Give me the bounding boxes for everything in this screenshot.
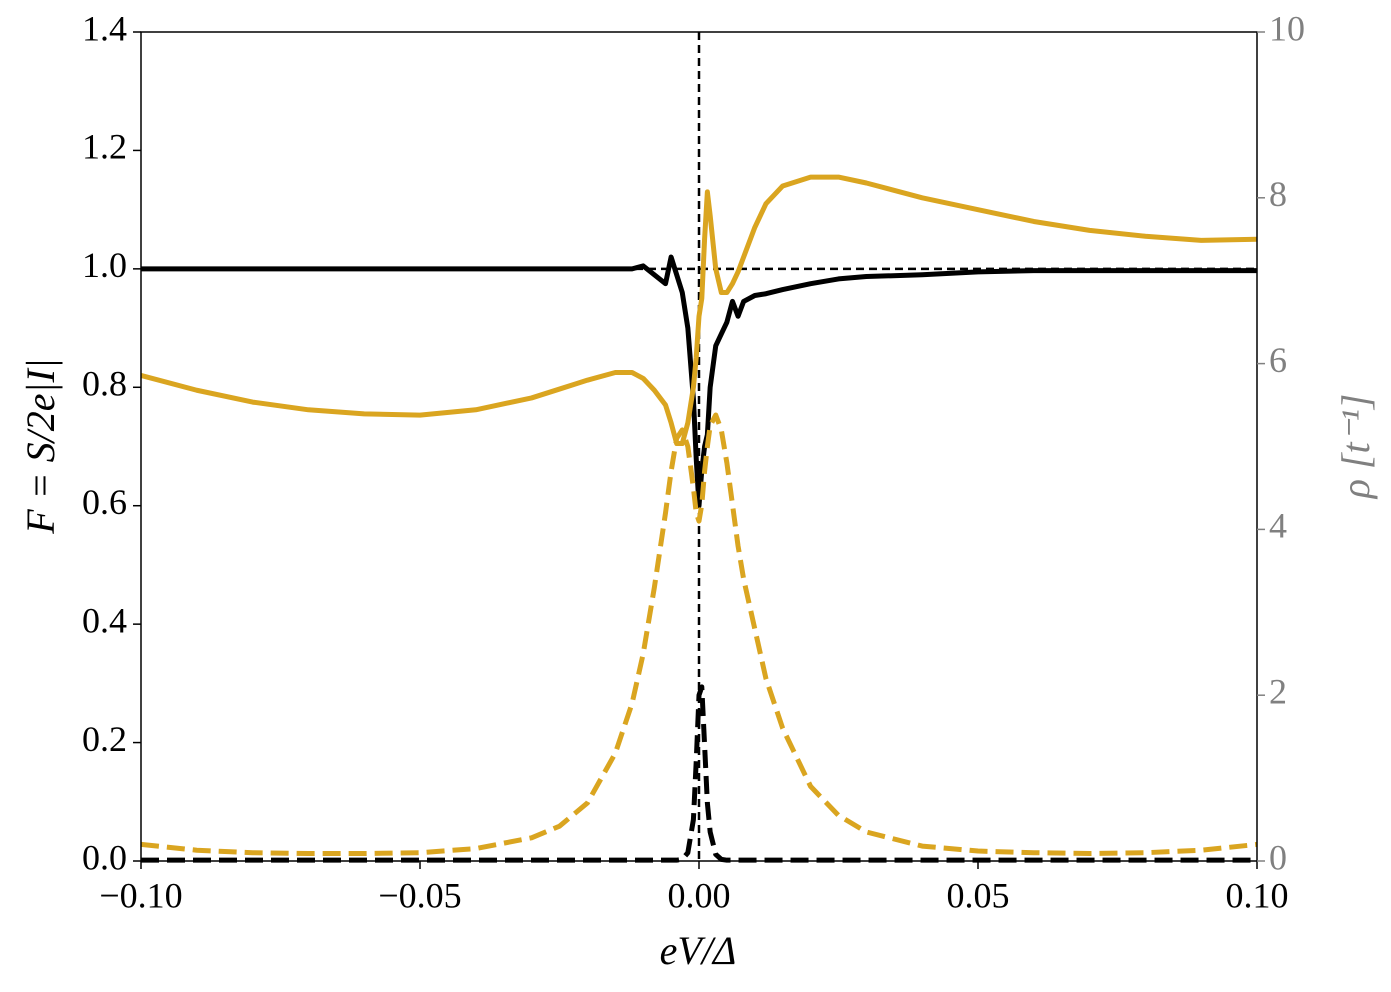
series-line (141, 684, 1257, 863)
y-tick-label: 0.8 (82, 364, 127, 404)
series-line (140, 412, 1258, 857)
y2-tick-label: 10 (1269, 8, 1305, 48)
x-tick-label: 0.00 (668, 875, 731, 915)
y2-tick-label: 0 (1269, 837, 1287, 877)
y-tick-label: 0.2 (82, 719, 127, 759)
series-line (140, 174, 1258, 447)
y2-axis-label: ρ [t⁻¹] (1333, 394, 1378, 501)
y-tick-label: 1.4 (82, 8, 127, 48)
y2-tick-label: 2 (1269, 671, 1287, 711)
y-tick-label: 1.0 (82, 245, 127, 285)
y-tick-label: 0.6 (82, 482, 127, 522)
y-tick-label: 0.4 (82, 600, 127, 640)
y-axis-label: F = S/2e|I| (18, 358, 63, 535)
y-tick-label: 1.2 (82, 127, 127, 167)
x-tick-label: 0.10 (1226, 875, 1289, 915)
y2-tick-label: 6 (1269, 340, 1287, 380)
x-tick-label: −0.05 (378, 875, 461, 915)
x-axis-label: eV/Δ (660, 928, 737, 973)
series-line (141, 254, 1257, 509)
x-tick-label: 0.05 (947, 875, 1010, 915)
y2-tick-label: 4 (1269, 506, 1287, 546)
x-tick-label: −0.10 (99, 875, 182, 915)
y-tick-label: 0.0 (82, 837, 127, 877)
y2-tick-label: 8 (1269, 174, 1287, 214)
